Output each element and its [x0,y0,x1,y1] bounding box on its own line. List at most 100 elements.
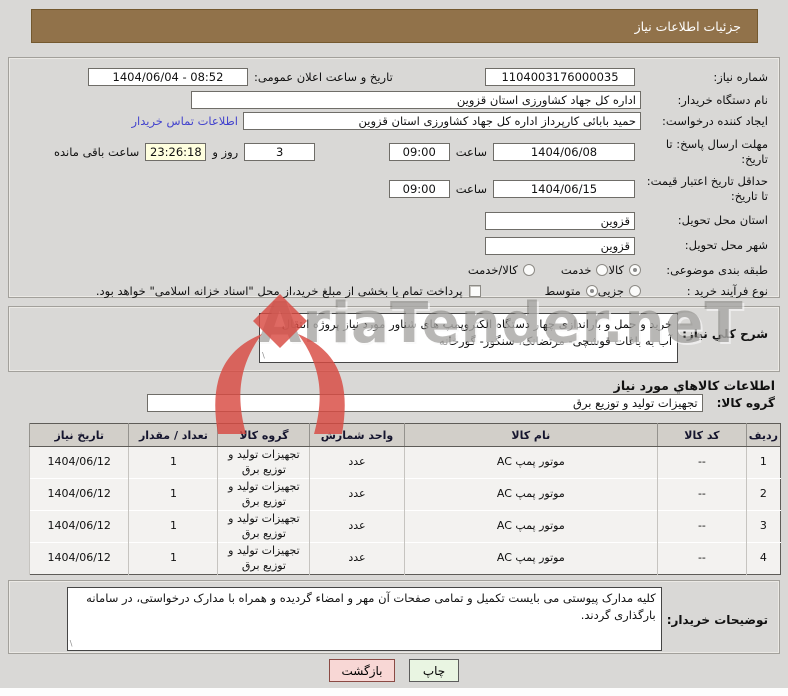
treasury-payment-checkbox[interactable] [468,285,481,298]
col-quantity: تعداد / مقدار [128,423,218,447]
col-count-unit: واحد شمارش [309,423,405,447]
cell-quantity: 1 [128,446,218,479]
cell-item-name: موتور پمپ AC [403,478,658,511]
buyer-comments-textarea[interactable]: کلیه مدارک پیوستی می بایست تکمیل و تمامی… [66,587,662,651]
cell-item-group: تجهیزات تولید و توزیع برق [217,478,310,511]
creator-field[interactable]: حمید بابائی کارپرداز اداره کل جهاد کشاور… [243,112,641,130]
print-button[interactable]: چاپ [409,659,459,682]
cell-row-number: 3 [745,510,781,543]
response-deadline-label: مهلت ارسال پاسخ: تا تاریخ: [665,137,768,166]
price-validity-time-field[interactable]: 09:00 [388,179,450,198]
cell-item-code: -- [657,446,747,479]
items-section-title: اطلاعات کالاهاي مورد نیاز [613,378,775,393]
table-row: 1 -- موتور پمپ AC عدد تجهیزات تولید و تو… [28,446,781,479]
cell-row-number: 1 [745,446,781,479]
cell-need-date: 1404/06/12 [28,446,129,479]
col-item-name: نام کالا [403,423,658,447]
cell-item-code: -- [657,510,747,543]
remaining-days-label: روز و [212,144,239,159]
cell-count-unit: عدد [309,510,405,543]
page-title: جزئیات اطلاعات نیاز [634,18,741,34]
cell-count-unit: عدد [309,478,405,511]
process-minor-radio[interactable] [629,285,641,298]
delivery-province-field[interactable]: قزوین [485,211,635,230]
price-validity-hour-label: ساعت [455,181,487,196]
treasury-payment-label: پرداخت تمام یا بخشی از مبلغ خرید،از محل … [95,284,463,299]
buyer-org-row: نام دستگاه خریدار: اداره کل جهاد کشاورزی… [18,91,768,109]
price-validity-row: حداقل تاریخ اعتبار قیمت: تا تاریخ: 1404/… [18,174,768,204]
price-validity-label: حداقل تاریخ اعتبار قیمت: تا تاریخ: [646,173,768,203]
goods-group-label: گروه کالا: [716,396,775,410]
classification-goods-service-label: کالا/خدمت [467,263,518,278]
cell-need-date: 1404/06/12 [28,510,129,543]
classification-goods-service-radio[interactable] [522,264,535,277]
classification-goods-radio[interactable] [629,264,641,277]
cell-quantity: 1 [128,510,218,543]
creator-label: ایجاد کننده درخواست: [662,113,768,128]
col-item-group: گروه کالا [217,423,310,447]
cell-item-name: موتور پمپ AC [403,446,658,479]
need-number-row: شماره نیاز: 1104003176000035 تاریخ و ساع… [18,68,768,86]
process-medium-radio[interactable] [585,285,598,298]
need-description-textarea[interactable]: خرید و حمل و باراندازی چهار دستگاه الکتر… [259,313,679,363]
announce-datetime-field[interactable]: 1404/06/04 - 08:52 [88,68,248,86]
cell-item-group: تجهیزات تولید و توزیع برق [217,446,310,479]
need-info-groupbox: شماره نیاز: 1104003176000035 تاریخ و ساع… [8,57,780,298]
classification-row: طبقه بندی موضوعی: کالا خدمت کالا/خدمت [18,263,768,278]
need-number-field[interactable]: 1104003176000035 [485,68,635,86]
table-row: 4 -- موتور پمپ AC عدد تجهیزات تولید و تو… [28,542,781,575]
bottom-strip [0,688,788,696]
cell-count-unit: عدد [309,542,405,575]
goods-group-field[interactable]: تجهیزات تولید و توزیع برق [146,394,703,412]
buyer-comments-groupbox: توضیحات خریدار: کلیه مدارک پیوستی می بای… [8,580,780,654]
delivery-city-label: شهر محل تحویل: [684,238,768,253]
buyer-org-label: نام دستگاه خریدار: [677,92,768,107]
goods-group-row: گروه کالا: تجهیزات تولید و توزیع برق [146,394,775,412]
response-deadline-time-field[interactable]: 09:00 [388,142,450,161]
classification-goods-label: کالا [608,263,624,278]
cell-item-group: تجهیزات تولید و توزیع برق [217,510,310,543]
table-row: 2 -- موتور پمپ AC عدد تجهیزات تولید و تو… [28,478,781,511]
items-table: ردیف کد کالا نام کالا واحد شمارش گروه کا… [28,423,781,575]
cell-item-code: -- [657,542,747,575]
delivery-province-label: استان محل تحویل: [677,213,768,228]
table-row: 3 -- موتور پمپ AC عدد تجهیزات تولید و تو… [28,510,781,543]
remaining-days-field[interactable]: 3 [244,142,316,161]
classification-service-label: خدمت [560,263,592,278]
cell-item-code: -- [657,478,747,511]
buyer-comments-label: توضیحات خریدار: [666,612,768,627]
buyer-org-field[interactable]: اداره کل جهاد کشاورزی استان قزوین [191,91,641,109]
need-description-groupbox: شرح کلي نیاز: خرید و حمل و باراندازی چها… [8,306,780,372]
need-number-label: شماره نیاز: [713,69,768,84]
cell-row-number: 2 [745,478,781,511]
cell-need-date: 1404/06/12 [28,542,129,575]
cell-quantity: 1 [128,542,218,575]
col-row-number: ردیف [745,423,781,447]
buyer-contact-link[interactable]: اطلاعات تماس خریدار [131,114,238,128]
cell-need-date: 1404/06/12 [28,478,129,511]
delivery-city-row: شهر محل تحویل: قزوین [18,236,768,255]
action-buttons-row: بازگشت چاپ [0,659,788,682]
creator-row: ایجاد کننده درخواست: حمید بابائی کارپردا… [18,112,768,130]
price-validity-date-field[interactable]: 1404/06/15 [493,179,635,198]
classification-label: طبقه بندی موضوعی: [666,262,768,277]
classification-service-radio[interactable] [596,264,609,277]
response-deadline-row: مهلت ارسال پاسخ: تا تاریخ: 1404/06/08 سا… [18,137,768,167]
back-button[interactable]: بازگشت [329,659,395,682]
remaining-time-field[interactable]: 23:26:18 [145,142,207,161]
process-medium-label: متوسط [544,284,581,299]
cell-quantity: 1 [128,478,218,511]
col-item-code: کد کالا [657,423,747,447]
items-table-header-row: ردیف کد کالا نام کالا واحد شمارش گروه کا… [28,423,781,447]
delivery-city-field[interactable]: قزوین [485,236,635,255]
need-description-label: شرح کلي نیاز: [682,327,768,341]
process-type-row: نوع فرآیند خرید : جزیی متوسط پرداخت تمام… [18,284,768,299]
response-deadline-date-field[interactable]: 1404/06/08 [493,142,635,161]
cell-row-number: 4 [745,542,781,575]
deadline-hour-label: ساعت [455,144,487,159]
cell-item-group: تجهیزات تولید و توزیع برق [217,542,310,575]
process-minor-label: جزیی [597,284,624,299]
remaining-time-label: ساعت باقی مانده [54,144,140,159]
page-header-bar: جزئیات اطلاعات نیاز [31,9,758,43]
